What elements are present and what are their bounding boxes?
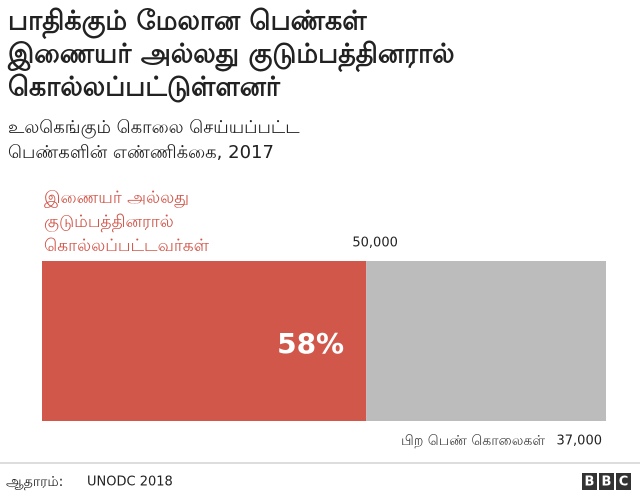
logo-box — [582, 473, 597, 490]
source: UNODC 2018 — [87, 475, 173, 490]
series-label: பிற பெண் கொலைகள் — [401, 433, 545, 449]
value-label: 37,000 — [557, 434, 603, 449]
logo-letter: B — [602, 475, 612, 490]
chart-title: பாதிக்கும் மேலான பெண்கள் — [8, 6, 367, 40]
bar-segment — [366, 261, 606, 421]
share-label: 58% — [277, 327, 344, 360]
series-label: இணையர் அல்லது குடும்பத்தினரால் கொல்லப்பட… — [44, 188, 209, 256]
logo-box — [616, 473, 631, 490]
chart-subtitle: பெண்களின் எண்ணிக்கை, 2017 — [8, 142, 274, 163]
source-label: ஆதாரம்: — [6, 474, 63, 490]
bar-segment — [42, 261, 367, 421]
value-label: 50,000 — [352, 236, 398, 251]
logo-letter: B — [585, 475, 595, 490]
chart-subtitle: உலகெங்கும் கொலை செய்யப்பட்ட — [8, 117, 300, 139]
chart-title: இணையர் அல்லது குடும்பத்தினரால் — [7, 39, 455, 73]
logo-letter: C — [619, 475, 629, 490]
logo-box — [599, 473, 614, 490]
chart-title: கொல்லப்பட்டுள்ளனர் — [8, 72, 281, 103]
